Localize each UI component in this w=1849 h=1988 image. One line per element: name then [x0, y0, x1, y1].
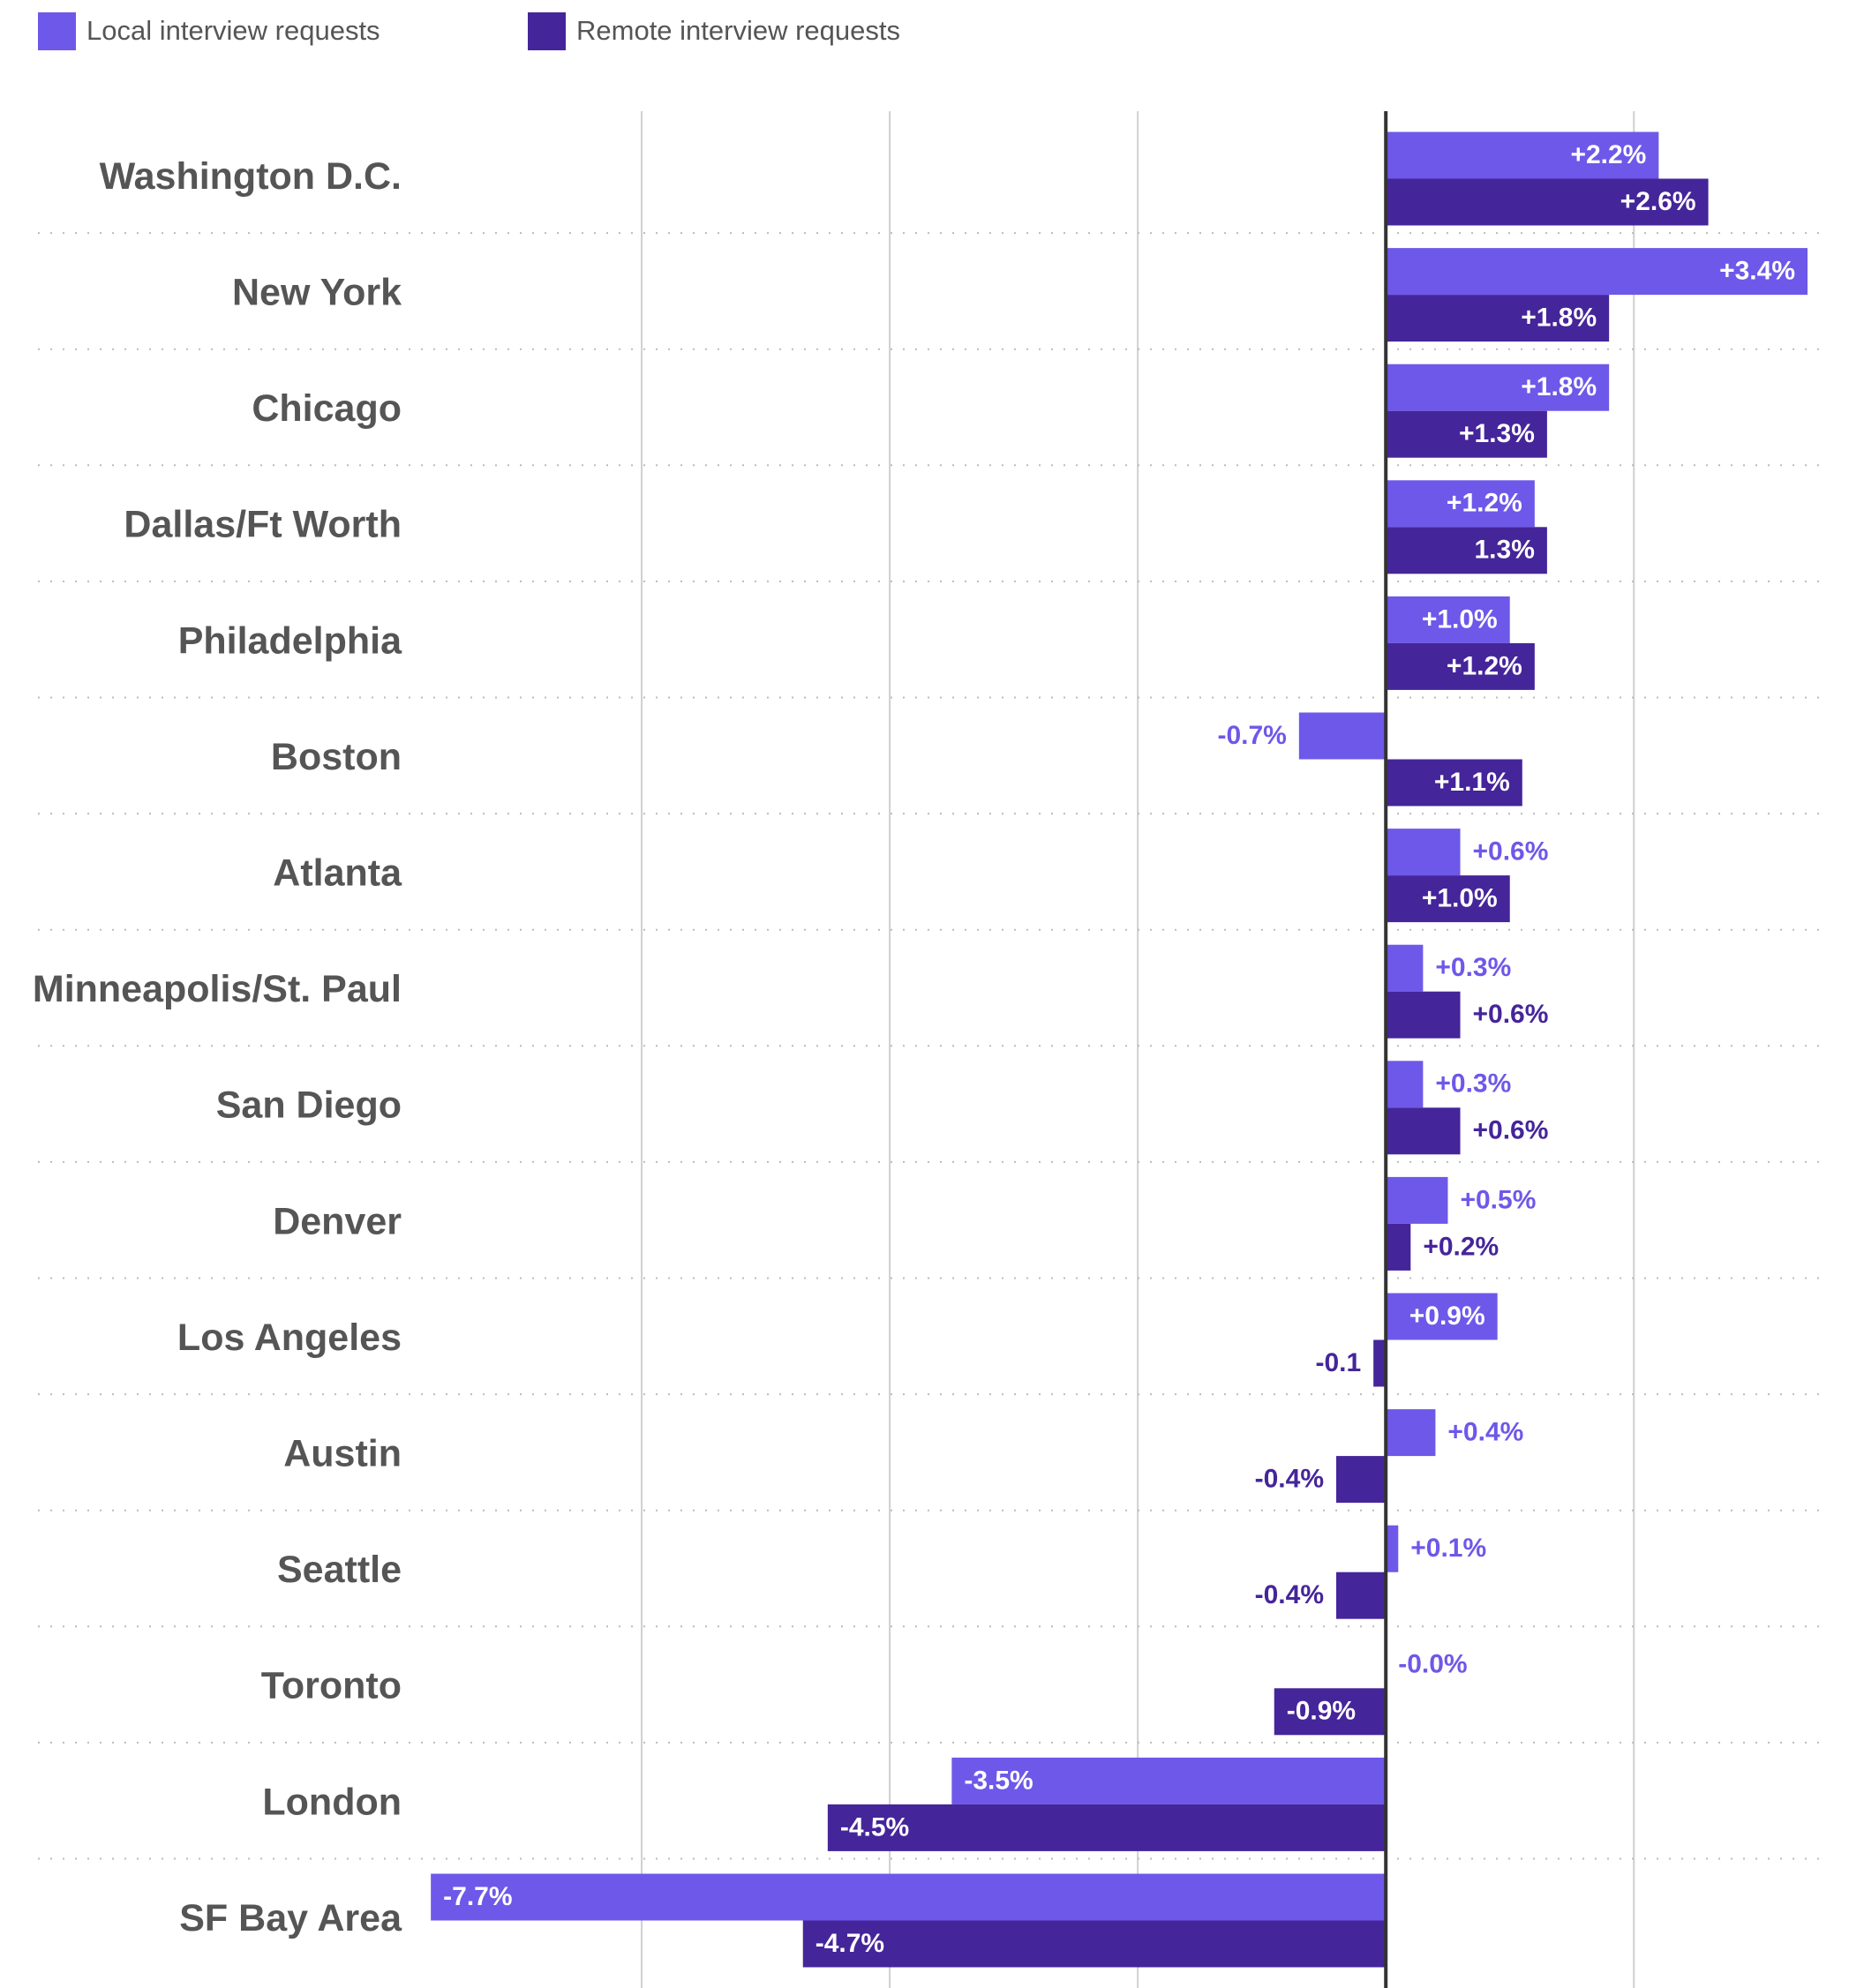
bar [1386, 480, 1535, 528]
bar [1386, 1525, 1399, 1572]
bar [1298, 712, 1387, 760]
category-label: Austin [283, 1432, 402, 1474]
bar [431, 1873, 1387, 1921]
bar [1386, 1107, 1461, 1155]
value-label: +1.3% [1459, 419, 1535, 448]
value-label: +1.8% [1521, 372, 1597, 401]
value-label: +1.2% [1447, 489, 1522, 518]
value-label: +1.8% [1521, 304, 1597, 333]
bar [1386, 944, 1424, 992]
value-label: +1.2% [1447, 651, 1522, 680]
category-label: Seattle [277, 1549, 402, 1591]
category-label: Atlanta [273, 851, 402, 894]
category-label: Denver [273, 1200, 402, 1242]
value-label: -0.7% [1217, 721, 1286, 750]
value-label: -4.5% [840, 1812, 909, 1842]
bar [1336, 1572, 1387, 1619]
legend-label: Remote interview requests [576, 15, 900, 46]
value-label: +3.4% [1719, 257, 1795, 286]
bar [802, 1920, 1387, 1968]
bar [1386, 875, 1510, 923]
value-label: -4.7% [816, 1929, 884, 1958]
legend-swatch [38, 12, 76, 50]
category-label: New York [232, 271, 402, 313]
category-label: Washington D.C. [100, 155, 402, 198]
category-label: Toronto [261, 1665, 402, 1707]
legend-swatch [528, 12, 566, 50]
category-label: Philadelphia [178, 619, 402, 662]
value-label: +0.3% [1435, 1069, 1511, 1099]
value-label: +0.6% [1473, 1116, 1549, 1145]
bar [1386, 248, 1808, 296]
value-label: +0.6% [1473, 1000, 1549, 1029]
category-label: Boston [271, 736, 402, 778]
bar [1386, 131, 1659, 179]
bar [1386, 1223, 1411, 1271]
bar [1373, 1339, 1387, 1387]
value-label: -0.4% [1255, 1465, 1324, 1494]
value-label: +1.0% [1422, 604, 1498, 634]
value-label: +0.3% [1435, 953, 1511, 982]
value-label: +2.2% [1570, 140, 1646, 169]
value-label: +0.4% [1447, 1418, 1523, 1447]
bar [1386, 1293, 1498, 1340]
category-label: London [262, 1781, 402, 1823]
value-label: -0.9% [1287, 1697, 1356, 1726]
bar [827, 1804, 1387, 1851]
bar [1386, 1176, 1448, 1224]
value-label: +0.2% [1423, 1232, 1499, 1261]
value-label: +0.5% [1460, 1185, 1536, 1214]
value-label: +0.1% [1410, 1534, 1486, 1563]
value-label: -0.1 [1315, 1348, 1361, 1377]
category-label: Minneapolis/St. Paul [33, 968, 402, 1010]
category-label: SF Bay Area [179, 1897, 402, 1939]
value-label: -0.4% [1255, 1580, 1324, 1609]
bar [1386, 178, 1709, 226]
bar [1336, 1456, 1387, 1504]
value-label: +0.9% [1409, 1302, 1485, 1331]
bar [1386, 829, 1461, 876]
value-label: +0.6% [1473, 837, 1549, 866]
bar [1386, 410, 1547, 458]
category-label: Dallas/Ft Worth [124, 504, 402, 546]
bar [1386, 642, 1535, 690]
bar [1386, 1409, 1436, 1457]
bar [1386, 1061, 1424, 1108]
category-label: Los Angeles [177, 1317, 402, 1359]
bar [1386, 759, 1522, 806]
bar [1386, 364, 1610, 411]
value-label: +1.1% [1434, 768, 1510, 797]
bar [951, 1757, 1387, 1804]
bar [1386, 295, 1610, 342]
value-label: -0.0% [1398, 1650, 1467, 1679]
value-label: 1.3% [1475, 536, 1535, 565]
value-label: +2.6% [1620, 187, 1696, 216]
category-label: Chicago [252, 387, 402, 430]
value-label: -3.5% [964, 1766, 1033, 1795]
bar [1386, 596, 1510, 643]
bar [1386, 527, 1547, 574]
value-label: +1.0% [1422, 884, 1498, 913]
legend-label: Local interview requests [86, 15, 380, 46]
bar [1386, 991, 1461, 1039]
value-label: -7.7% [443, 1882, 512, 1911]
bar [1274, 1688, 1387, 1736]
category-label: San Diego [216, 1084, 402, 1127]
